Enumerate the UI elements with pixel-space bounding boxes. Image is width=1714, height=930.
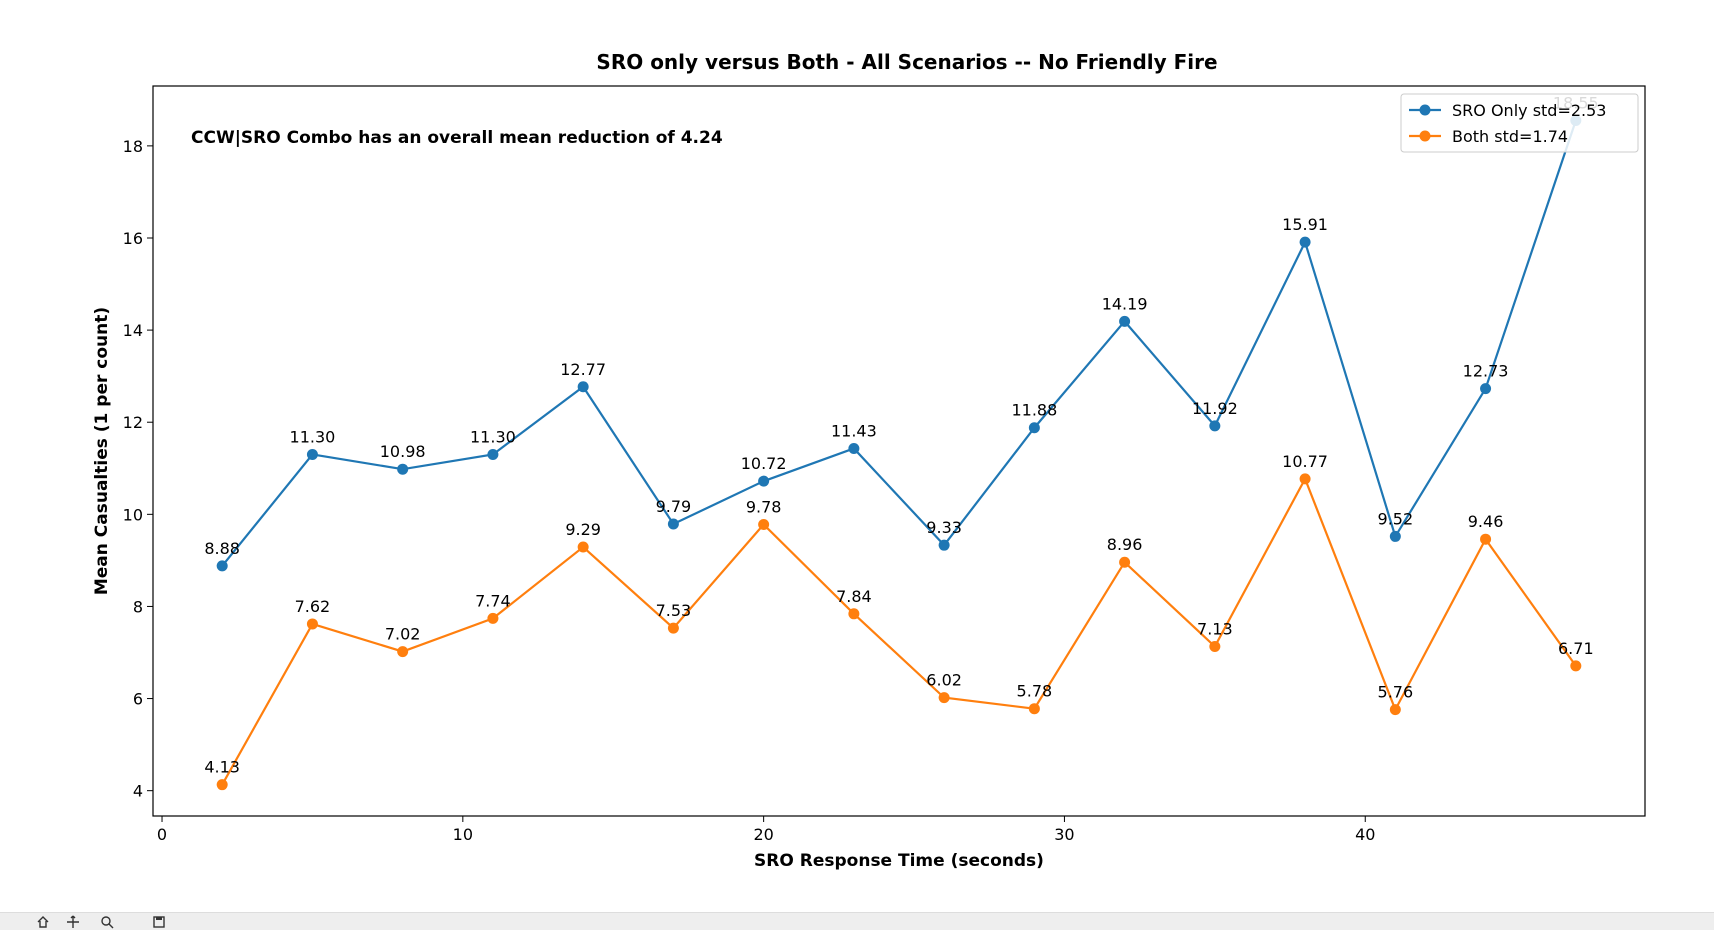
- legend-marker: [1419, 130, 1431, 142]
- data-label: 7.02: [385, 625, 421, 644]
- data-point: [758, 518, 770, 530]
- data-label: 14.19: [1102, 294, 1148, 313]
- data-point: [1119, 315, 1131, 327]
- y-axis-label: Mean Casualties (1 per count): [92, 307, 112, 595]
- series-line-0: [221, 120, 1577, 567]
- data-label: 15.91: [1282, 215, 1328, 234]
- save-icon[interactable]: [152, 915, 166, 929]
- data-point: [1389, 704, 1401, 716]
- data-point: [216, 779, 228, 791]
- data-label: 8.88: [204, 539, 240, 558]
- data-point: [216, 560, 228, 572]
- series-line-1: [221, 476, 1577, 786]
- data-label: 11.30: [290, 427, 336, 446]
- data-label: 11.92: [1192, 399, 1238, 418]
- data-label: 9.52: [1378, 509, 1414, 528]
- data-point: [1209, 420, 1221, 432]
- legend-box: [1400, 93, 1639, 153]
- data-label: 7.53: [656, 601, 692, 620]
- y-tick-label: 6: [133, 690, 143, 709]
- data-label: 7.62: [295, 597, 331, 616]
- data-point: [848, 442, 860, 454]
- chart-title: SRO only versus Both - All Scenarios -- …: [596, 50, 1217, 74]
- data-label: 9.33: [926, 518, 962, 537]
- legend-label: Both std=1.74: [1452, 127, 1568, 146]
- y-axis: 4 6 8 10 12 14 16 18: [123, 137, 153, 801]
- data-label: 9.78: [746, 497, 782, 516]
- data-point: [397, 463, 409, 475]
- data-label: 4.13: [204, 758, 240, 777]
- data-point: [577, 381, 589, 393]
- x-tick-label: 30: [1054, 825, 1074, 844]
- y-tick-label: 10: [123, 505, 143, 524]
- x-axis: 0 10 20 30 40: [157, 816, 1375, 844]
- data-point: [306, 618, 318, 630]
- data-label: 7.84: [836, 587, 872, 606]
- data-label: 11.88: [1011, 401, 1057, 420]
- data-label: 7.74: [475, 591, 511, 610]
- data-label: 10.98: [380, 442, 426, 461]
- data-point: [1389, 530, 1401, 542]
- data-point: [1028, 703, 1040, 715]
- data-point: [1570, 660, 1582, 672]
- data-point: [667, 518, 679, 530]
- data-label: 10.77: [1282, 452, 1328, 471]
- legend-label: SRO Only std=2.53: [1452, 101, 1606, 120]
- home-icon[interactable]: [36, 915, 50, 929]
- data-point: [1480, 533, 1492, 545]
- data-label: 12.77: [560, 360, 606, 379]
- data-point: [487, 612, 499, 624]
- x-tick-label: 40: [1355, 825, 1375, 844]
- data-point: [938, 539, 950, 551]
- data-label: 9.29: [565, 520, 601, 539]
- data-label: 5.76: [1378, 683, 1414, 702]
- data-point: [758, 475, 770, 487]
- legend: SRO Only std=2.53 Both std=1.74: [1400, 93, 1639, 153]
- data-point: [577, 541, 589, 553]
- data-point: [487, 448, 499, 460]
- data-label: 12.73: [1463, 362, 1509, 381]
- y-tick-label: 18: [123, 137, 143, 156]
- x-tick-label: 0: [157, 825, 167, 844]
- data-label: 11.30: [470, 427, 516, 446]
- data-label: 7.13: [1197, 620, 1233, 639]
- data-labels-layer: 8.88 11.30 10.98 11.30 12.77 9.79 10.72 11.43 9.…: [204, 94, 1598, 777]
- data-label: 10.72: [741, 454, 787, 473]
- x-axis-label: SRO Response Time (seconds): [754, 851, 1044, 871]
- y-tick-label: 8: [133, 597, 143, 616]
- data-point: [667, 622, 679, 634]
- pan-icon[interactable]: [66, 915, 80, 929]
- data-point: [1299, 473, 1311, 485]
- data-point: [1480, 383, 1492, 395]
- mean-reduction-annotation: CCW|SRO Combo has an overall mean reduct…: [191, 128, 723, 148]
- y-tick-label: 16: [123, 229, 143, 248]
- data-point: [397, 646, 409, 658]
- data-label: 9.79: [656, 497, 692, 516]
- data-point: [1119, 556, 1131, 568]
- data-label: 6.02: [926, 671, 962, 690]
- legend-marker: [1419, 104, 1431, 116]
- data-point: [1299, 236, 1311, 248]
- x-tick-label: 20: [753, 825, 773, 844]
- zoom-icon[interactable]: [100, 915, 114, 929]
- y-tick-label: 12: [123, 413, 143, 432]
- x-tick-label: 10: [453, 825, 473, 844]
- data-point: [1028, 422, 1040, 434]
- data-point: [848, 608, 860, 620]
- data-point: [938, 692, 950, 704]
- data-label: 9.46: [1468, 512, 1504, 531]
- data-label: 8.96: [1107, 535, 1143, 554]
- data-label: 6.71: [1558, 639, 1594, 658]
- data-label: 11.43: [831, 421, 877, 440]
- plot-area-frame: [152, 85, 1646, 817]
- y-tick-label: 4: [133, 782, 143, 801]
- y-tick-label: 14: [123, 321, 143, 340]
- data-point: [1209, 641, 1221, 653]
- data-point: [306, 448, 318, 460]
- navigation-toolbar: [0, 912, 1714, 930]
- data-label: 5.78: [1017, 682, 1053, 701]
